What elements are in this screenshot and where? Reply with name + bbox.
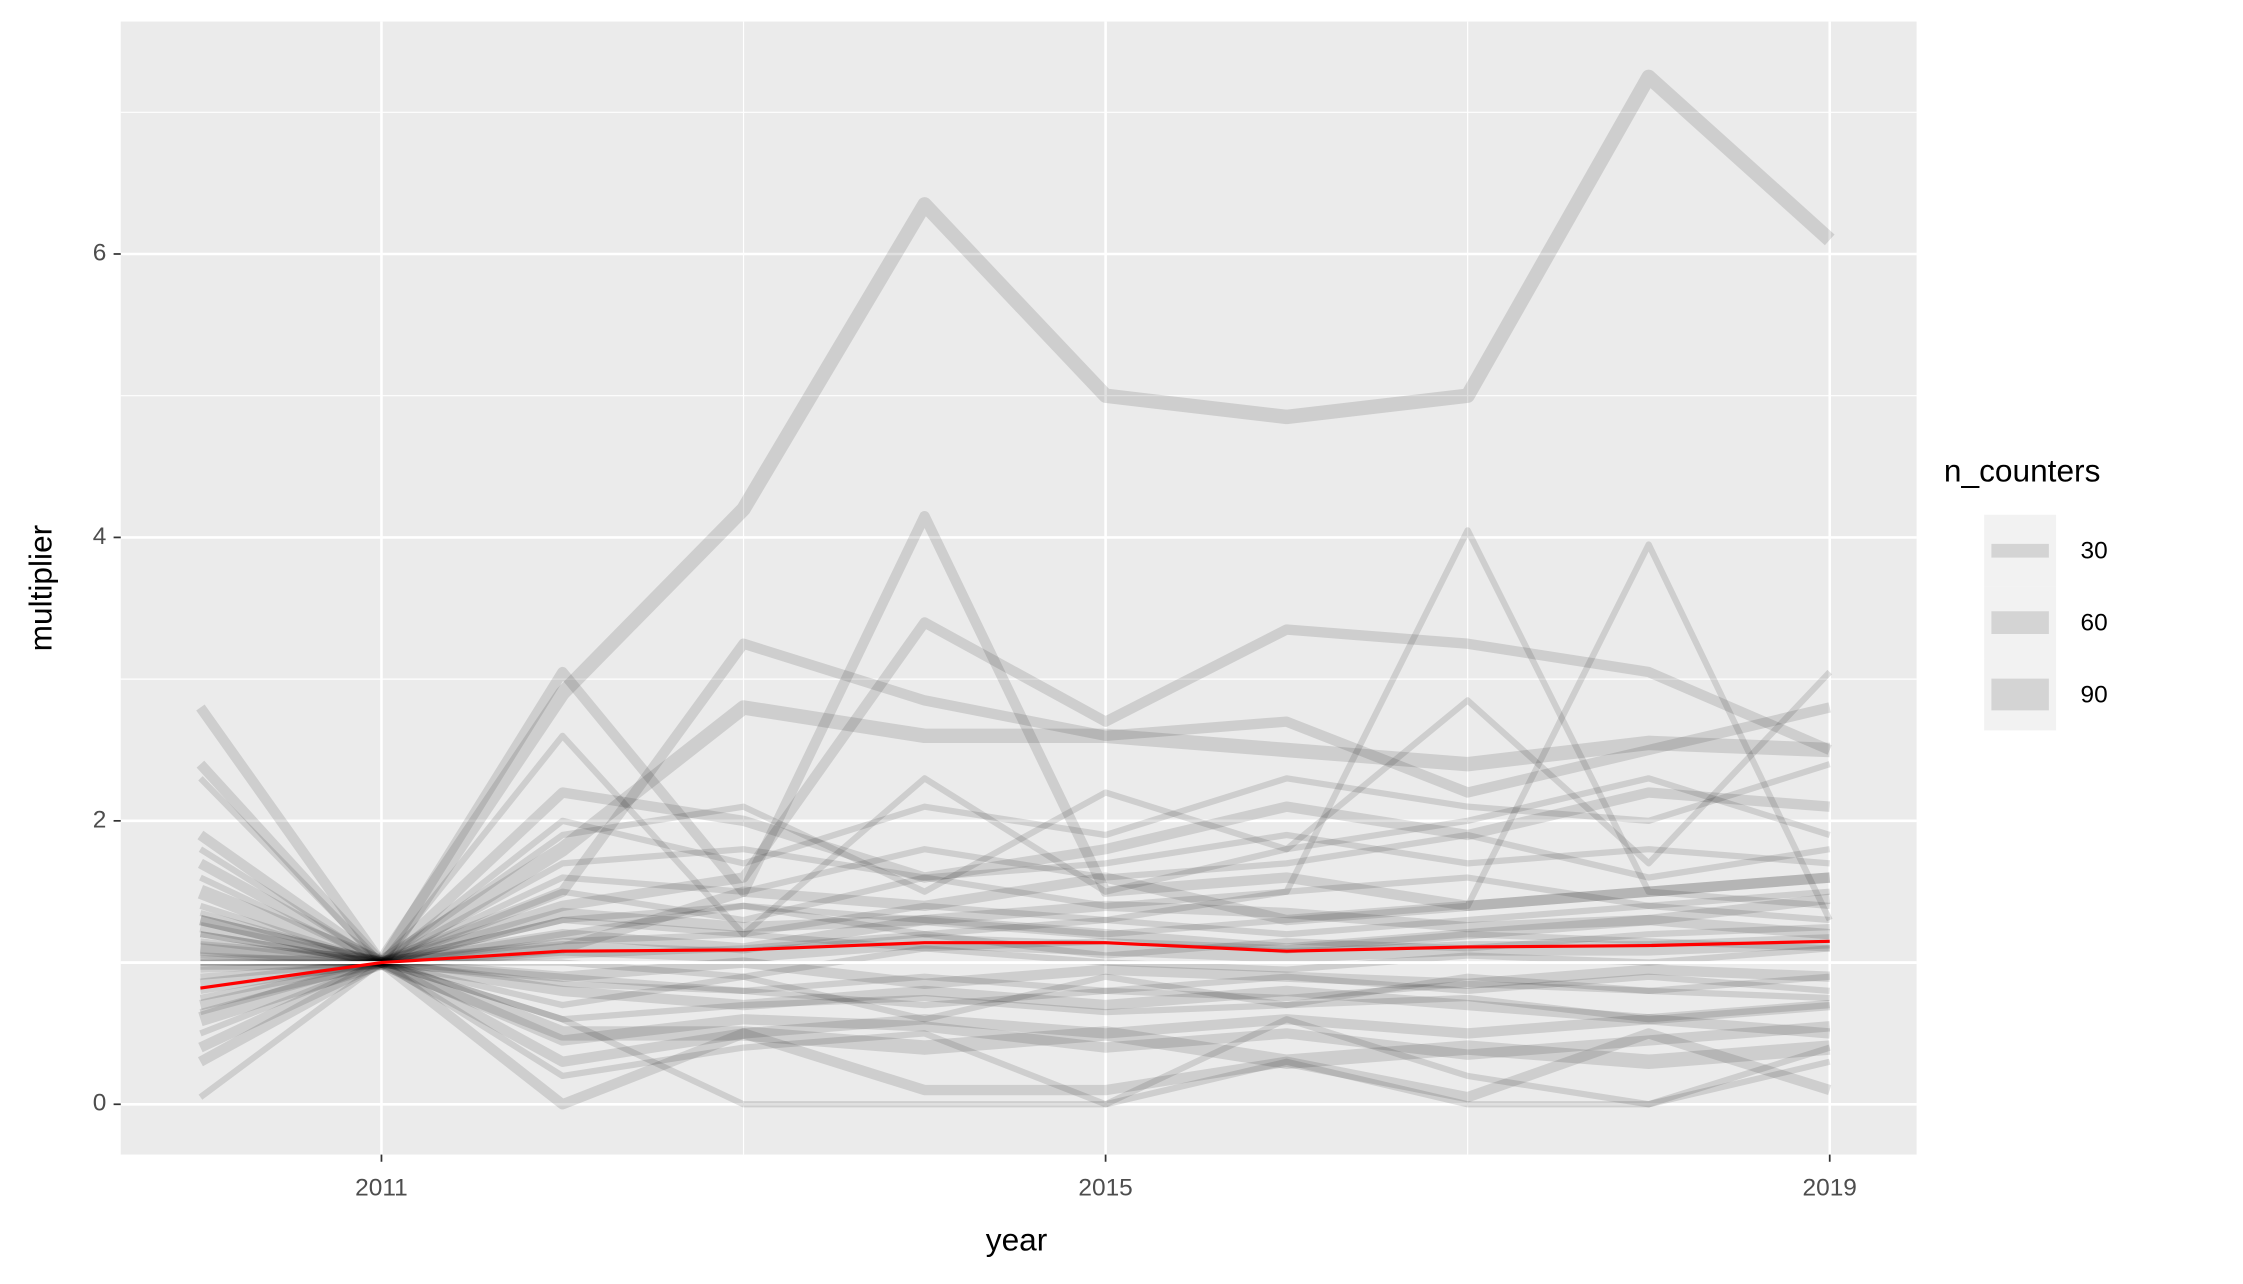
y-tick-label: 2 [93, 806, 107, 833]
series-line [199, 527, 1830, 966]
series-line [199, 775, 1831, 966]
series-line [199, 959, 1830, 995]
legend-label: 60 [2081, 609, 2108, 636]
series-line [199, 893, 1831, 968]
legend: n_counters 30 60 90 [1944, 452, 2108, 731]
x-tick-label: 2011 [355, 1175, 408, 1202]
series-line [199, 874, 1830, 966]
series-line [199, 69, 1835, 970]
series-line [197, 957, 1832, 1103]
series-line [199, 617, 1832, 968]
x-tick-label: 2019 [1803, 1175, 1857, 1202]
legend-key [1984, 658, 2057, 731]
series-line [197, 830, 1831, 1110]
y-tick-label: 0 [93, 1090, 107, 1117]
legend-key [1984, 514, 2057, 587]
axes: 2011 2015 2019 0 2 4 6 [93, 239, 1857, 1201]
series-line [198, 959, 1831, 1108]
series-line [199, 959, 1830, 1023]
y-axis-title: multiplier [22, 525, 58, 652]
panel-background [120, 21, 1917, 1155]
series-line [196, 510, 1831, 968]
series-line [198, 669, 1832, 966]
y-tick-label: 6 [93, 239, 107, 266]
mean-line [200, 939, 1830, 990]
series-line [199, 959, 1831, 1108]
series-line [200, 931, 1830, 966]
series-line [197, 787, 1831, 968]
series-line [199, 959, 1830, 1016]
y-tick-label: 4 [93, 523, 107, 550]
lines [120, 69, 1917, 1110]
series-line [199, 831, 1831, 966]
series-line [198, 957, 1831, 1060]
series-line [199, 957, 1831, 1025]
series-line [200, 914, 1831, 968]
legend-label: 30 [2081, 538, 2108, 565]
legend-key [1984, 586, 2057, 659]
series-line [199, 902, 1830, 966]
x-axis-title: year [986, 1222, 1048, 1258]
series-line [199, 957, 1830, 989]
legend-title: n_counters [1944, 452, 2100, 488]
legend-label: 90 [2081, 681, 2108, 708]
x-tick-label: 2015 [1078, 1175, 1132, 1202]
series-line [198, 761, 1831, 966]
series-line [196, 638, 1831, 968]
series-line [197, 700, 1830, 970]
series-line [198, 955, 1831, 1069]
series-line [200, 924, 1830, 966]
series-line [200, 541, 1833, 966]
series-line [200, 959, 1830, 1023]
series-line [200, 831, 1830, 966]
